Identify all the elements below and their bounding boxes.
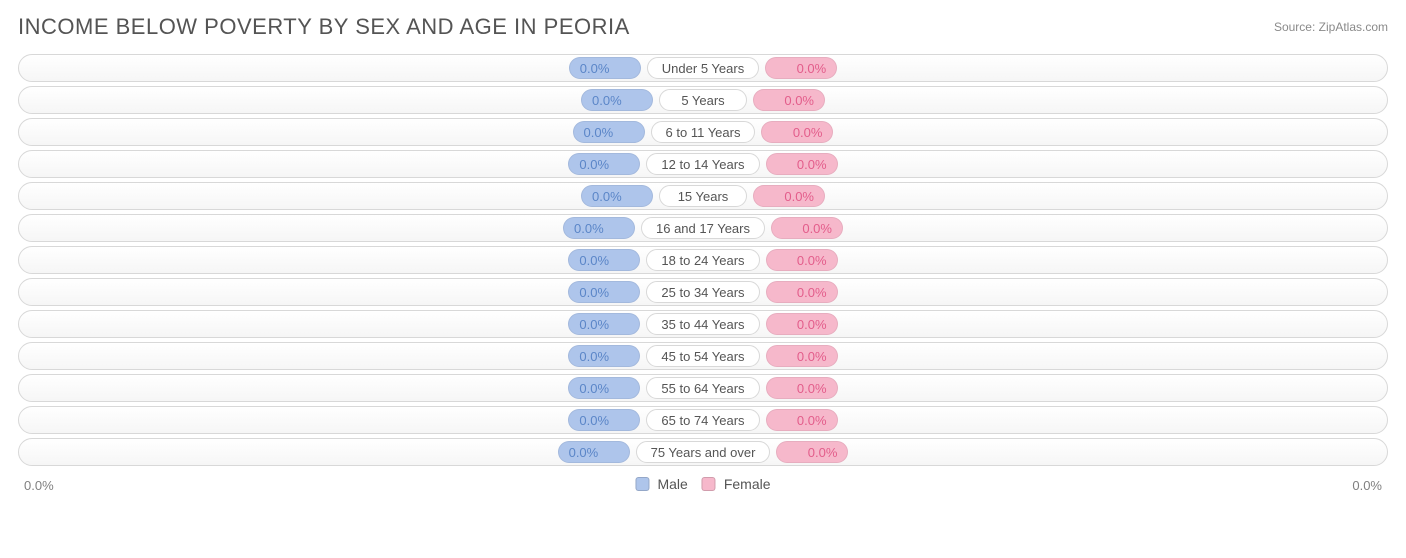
female-value-pill: 0.0%: [766, 377, 838, 399]
row-label-pill: 45 to 54 Years: [646, 345, 759, 367]
legend-female-swatch: [702, 477, 716, 491]
chart-title: INCOME BELOW POVERTY BY SEX AND AGE IN P…: [18, 14, 630, 40]
chart-rows: 0.0%Under 5 Years0.0%0.0%5 Years0.0%0.0%…: [18, 54, 1388, 466]
chart-row: 0.0% 55 to 64 Years 0.0%: [18, 374, 1388, 402]
male-value-pill: 0.0%: [568, 377, 640, 399]
legend-male-swatch: [635, 477, 649, 491]
axis-left-label: 0.0%: [24, 478, 54, 493]
male-value-pill: 0.0%: [568, 409, 640, 431]
row-label-pill: 25 to 34 Years: [646, 281, 759, 303]
male-value-pill: 0.0%: [569, 57, 641, 79]
female-value-pill: 0.0%: [753, 185, 825, 207]
male-value-pill: 0.0%: [581, 89, 653, 111]
male-value-pill: 0.0%: [568, 281, 640, 303]
row-label-pill: 18 to 24 Years: [646, 249, 759, 271]
female-value-pill: 0.0%: [771, 217, 843, 239]
chart-row: 0.0% 65 to 74 Years 0.0%: [18, 406, 1388, 434]
male-value-pill: 0.0%: [573, 121, 645, 143]
chart-row: 0.0%6 to 11 Years0.0%: [18, 118, 1388, 146]
male-value-pill: 0.0%: [568, 345, 640, 367]
axis-right-label: 0.0%: [1352, 478, 1382, 493]
male-value-pill: 0.0%: [558, 441, 630, 463]
row-label-pill: 55 to 64 Years: [646, 377, 759, 399]
chart-row: 0.0% 35 to 44 Years 0.0%: [18, 310, 1388, 338]
row-label-pill: 16 and 17 Years: [641, 217, 765, 239]
row-label-pill: 15 Years: [659, 185, 747, 207]
chart-row: 0.0% 18 to 24 Years 0.0%: [18, 246, 1388, 274]
row-label-pill: 12 to 14 Years: [646, 153, 759, 175]
male-value-pill: 0.0%: [568, 313, 640, 335]
legend-female: Female: [702, 476, 771, 492]
male-value-pill: 0.0%: [581, 185, 653, 207]
legend-male: Male: [635, 476, 687, 492]
row-label-pill: 5 Years: [659, 89, 747, 111]
male-value-pill: 0.0%: [568, 153, 640, 175]
row-label-pill: 65 to 74 Years: [646, 409, 759, 431]
female-value-pill: 0.0%: [753, 89, 825, 111]
row-label-pill: Under 5 Years: [647, 57, 759, 79]
female-value-pill: 0.0%: [766, 249, 838, 271]
chart-source: Source: ZipAtlas.com: [1274, 20, 1388, 34]
chart-row: 0.0% 5 Years 0.0%: [18, 86, 1388, 114]
legend-male-label: Male: [657, 476, 687, 492]
female-value-pill: 0.0%: [766, 313, 838, 335]
chart-row: 0.0% 12 to 14 Years 0.0%: [18, 150, 1388, 178]
female-value-pill: 0.0%: [761, 121, 833, 143]
female-value-pill: 0.0%: [766, 153, 838, 175]
female-value-pill: 0.0%: [766, 345, 838, 367]
female-value-pill: 0.0%: [765, 57, 837, 79]
male-value-pill: 0.0%: [563, 217, 635, 239]
female-value-pill: 0.0%: [776, 441, 848, 463]
chart-row: 0.0% 25 to 34 Years 0.0%: [18, 278, 1388, 306]
chart-row: 0.0% 16 and 17 Years 0.0%: [18, 214, 1388, 242]
row-label-pill: 35 to 44 Years: [646, 313, 759, 335]
male-value-pill: 0.0%: [568, 249, 640, 271]
female-value-pill: 0.0%: [766, 409, 838, 431]
chart-row: 0.0% 45 to 54 Years 0.0%: [18, 342, 1388, 370]
chart-row: 0.0%75 Years and over0.0%: [18, 438, 1388, 466]
chart-row: 0.0% Under 5 Years 0.0%: [18, 54, 1388, 82]
female-value-pill: 0.0%: [766, 281, 838, 303]
legend: Male Female: [635, 476, 770, 492]
row-label-pill: 6 to 11 Years: [651, 121, 756, 143]
row-label-pill: 75 Years and over: [636, 441, 771, 463]
legend-female-label: Female: [724, 476, 771, 492]
chart-row: 0.0% 15 Years 0.0%: [18, 182, 1388, 210]
